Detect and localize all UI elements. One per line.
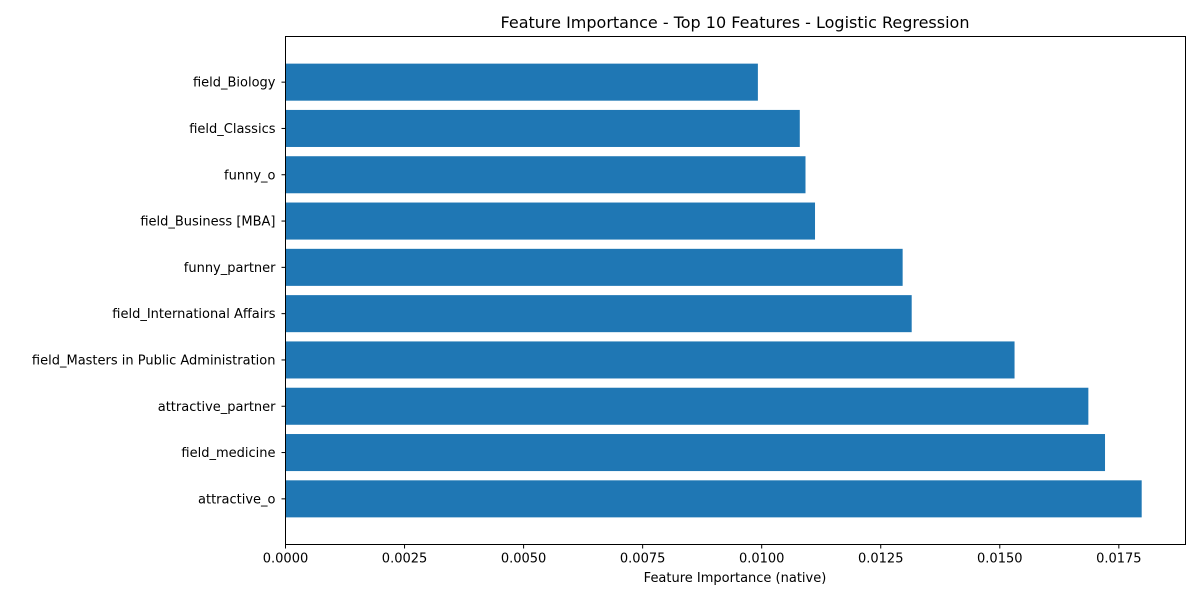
x-tick-label: 0.0175 xyxy=(1096,552,1142,567)
bar-field-biology xyxy=(285,63,758,101)
y-tick-label: funny_o xyxy=(224,168,275,183)
y-axis-ticks: field_Biology field_Classics funny_o field_… xyxy=(32,76,286,507)
y-tick-label: field_medicine xyxy=(181,446,275,461)
chart-title: Feature Importance - Top 10 Features - L… xyxy=(501,13,970,32)
x-tick-label: 0.0050 xyxy=(501,552,547,567)
x-tick-label: 0.0000 xyxy=(263,552,309,567)
bar-field-classics xyxy=(285,109,800,147)
bar-funny-partner xyxy=(285,248,903,286)
x-tick-label: 0.0150 xyxy=(977,552,1023,567)
y-tick-label: funny_partner xyxy=(184,261,276,276)
bar-attractive-partner xyxy=(285,387,1089,425)
bars-group xyxy=(285,63,1142,518)
bar-field-masters-in-public-administration xyxy=(285,341,1015,379)
y-tick-label: attractive_o xyxy=(198,492,276,507)
y-tick-label: field_International Affairs xyxy=(112,307,275,322)
bar-funny-o xyxy=(285,156,806,194)
y-tick-label: field_Biology xyxy=(193,76,276,91)
x-axis-ticks: 0.0000 0.0025 0.0050 0.0075 0.0100 0.0125 0.01… xyxy=(263,544,1142,567)
bar-field-business-mba xyxy=(285,202,816,240)
y-tick-label: field_Classics xyxy=(189,122,276,137)
y-tick-label: attractive_partner xyxy=(158,400,276,415)
y-tick-label: field_Masters in Public Administration xyxy=(32,353,276,368)
bar-attractive-o xyxy=(285,480,1142,518)
x-axis-label: Feature Importance (native) xyxy=(644,571,827,586)
x-tick-label: 0.0100 xyxy=(739,552,785,567)
x-tick-label: 0.0075 xyxy=(620,552,666,567)
y-tick-label: field_Business [MBA] xyxy=(140,215,275,230)
plot-frame xyxy=(285,36,1186,545)
bar-field-medicine xyxy=(285,434,1106,472)
bar-field-international-affairs xyxy=(285,295,912,333)
x-tick-label: 0.0125 xyxy=(858,552,904,567)
x-tick-label: 0.0025 xyxy=(382,552,428,567)
